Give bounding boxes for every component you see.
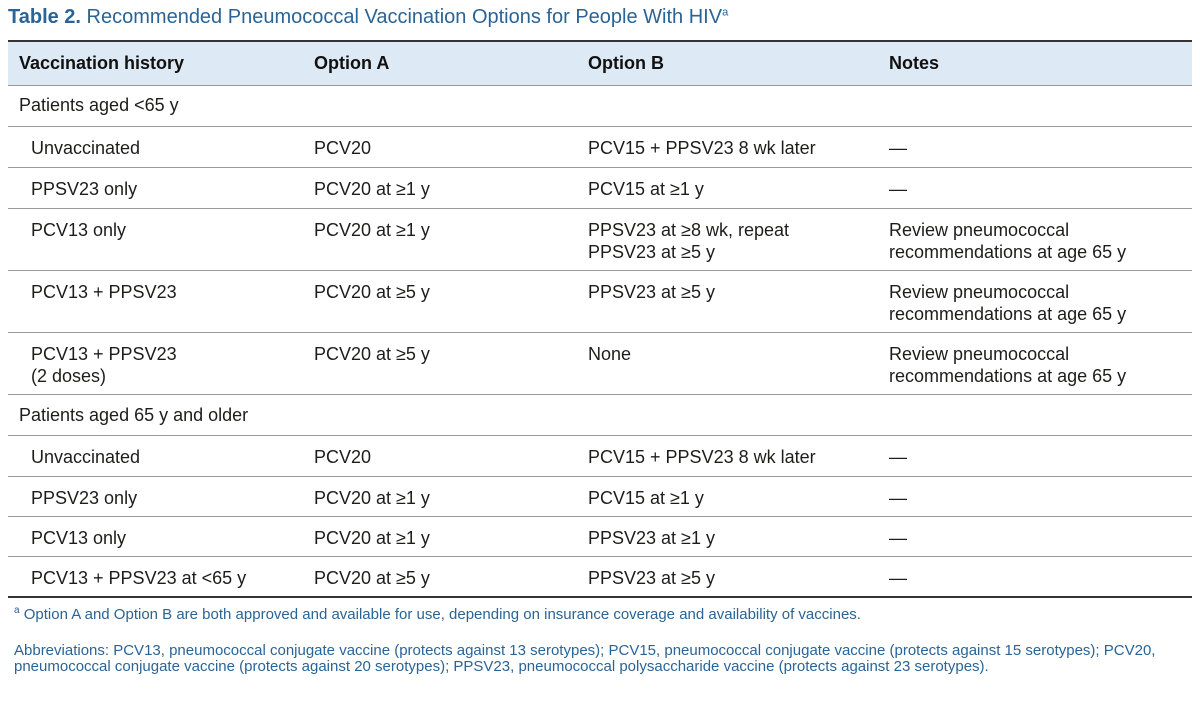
cell-option-a: PCV20 at ≥5 y — [314, 568, 430, 588]
cell-option-b: PPSV23 at ≥5 y — [588, 568, 715, 588]
cell-history: PCV13 + PPSV23 at <65 y — [31, 568, 247, 588]
table-title: Table 2. Recommended Pneumococcal Vaccin… — [8, 6, 728, 29]
cell-option-a: PCV20 at ≥1 y — [314, 488, 430, 508]
table-row: PPSV23 only PCV20 at ≥1 y PCV15 at ≥1 y … — [8, 168, 1192, 209]
cell-option-b: PPSV23 at ≥8 wk, repeat PPSV23 at ≥5 y — [588, 220, 789, 262]
table-row: PCV13 only PCV20 at ≥1 y PPSV23 at ≥8 wk… — [8, 209, 1192, 271]
cell-history: Unvaccinated — [31, 447, 141, 467]
column-header-notes: Notes — [889, 53, 940, 73]
table-row: PCV13 + PPSV23 (2 doses) PCV20 at ≥5 y N… — [8, 333, 1192, 395]
cell-option-a: PCV20 at ≥1 y — [314, 220, 430, 240]
cell-history: PPSV23 only — [31, 488, 138, 508]
cell-option-a: PCV20 at ≥1 y — [314, 179, 430, 199]
cell-notes: — — [889, 447, 907, 467]
cell-option-a: PCV20 — [314, 447, 372, 467]
table-row: PCV13 + PPSV23 at <65 y PCV20 at ≥5 y PP… — [8, 557, 1192, 598]
group-header-row: Patients aged 65 y and older — [8, 395, 1192, 436]
cell-notes: Review pneumococcal recommendations at a… — [889, 282, 1127, 324]
cell-notes: — — [889, 138, 907, 158]
table-header-row: Vaccination history Option A Option B No… — [8, 40, 1192, 86]
cell-history: PCV13 + PPSV23 — [31, 282, 177, 302]
cell-option-b: PCV15 + PPSV23 8 wk later — [588, 447, 816, 467]
cell-option-b: PPSV23 at ≥1 y — [588, 528, 715, 548]
table-row: Unvaccinated PCV20 PCV15 + PPSV23 8 wk l… — [8, 436, 1192, 477]
cell-option-a: PCV20 at ≥5 y — [314, 282, 430, 302]
table-row: PCV13 only PCV20 at ≥1 y PPSV23 at ≥1 y … — [8, 517, 1192, 557]
table-footnote: a Option A and Option B are both approve… — [14, 605, 861, 623]
group-header-row: Patients aged <65 y — [8, 86, 1192, 127]
table-row: PPSV23 only PCV20 at ≥1 y PCV15 at ≥1 y … — [8, 477, 1192, 517]
footnote-marker: a — [14, 605, 20, 616]
cell-option-b: PCV15 at ≥1 y — [588, 179, 704, 199]
cell-option-a: PCV20 at ≥5 y — [314, 344, 430, 364]
cell-history: PCV13 only — [31, 528, 127, 548]
cell-notes: Review pneumococcal recommendations at a… — [889, 344, 1127, 386]
table-row: Unvaccinated PCV20 PCV15 + PPSV23 8 wk l… — [8, 127, 1192, 168]
cell-history: PPSV23 only — [31, 179, 138, 199]
table-title-label: Table 2. — [8, 6, 81, 28]
column-header-option-a: Option A — [314, 53, 390, 73]
cell-history: PCV13 + PPSV23 (2 doses) — [31, 344, 177, 386]
cell-notes: — — [889, 488, 907, 508]
cell-option-b: PCV15 at ≥1 y — [588, 488, 704, 508]
cell-history: Unvaccinated — [31, 138, 141, 158]
cell-history: PCV13 only — [31, 220, 127, 240]
footnote-text: Option A and Option B are both approved … — [19, 606, 861, 623]
group-label: Patients aged 65 y and older — [19, 405, 249, 425]
cell-option-b: PPSV23 at ≥5 y — [588, 282, 715, 302]
cell-notes: — — [889, 179, 907, 199]
cell-notes: Review pneumococcal recommendations at a… — [889, 220, 1127, 262]
abbreviations-note: Abbreviations: PCV13, pneumococcal conju… — [14, 642, 1156, 675]
group-label: Patients aged <65 y — [19, 95, 179, 115]
column-header-option-b: Option B — [588, 53, 664, 73]
table-row: PCV13 + PPSV23 PCV20 at ≥5 y PPSV23 at ≥… — [8, 271, 1192, 333]
cell-notes: — — [889, 568, 907, 588]
column-header-history: Vaccination history — [19, 53, 185, 73]
vaccination-table: Vaccination history Option A Option B No… — [8, 40, 1192, 598]
cell-option-b: None — [588, 344, 632, 364]
table-title-footnote-marker: a — [722, 6, 729, 19]
cell-option-b: PCV15 + PPSV23 8 wk later — [588, 138, 816, 158]
cell-notes: — — [889, 528, 907, 548]
cell-option-a: PCV20 at ≥1 y — [314, 528, 430, 548]
cell-option-a: PCV20 — [314, 138, 372, 158]
table-title-text: Recommended Pneumococcal Vaccination Opt… — [81, 6, 723, 28]
